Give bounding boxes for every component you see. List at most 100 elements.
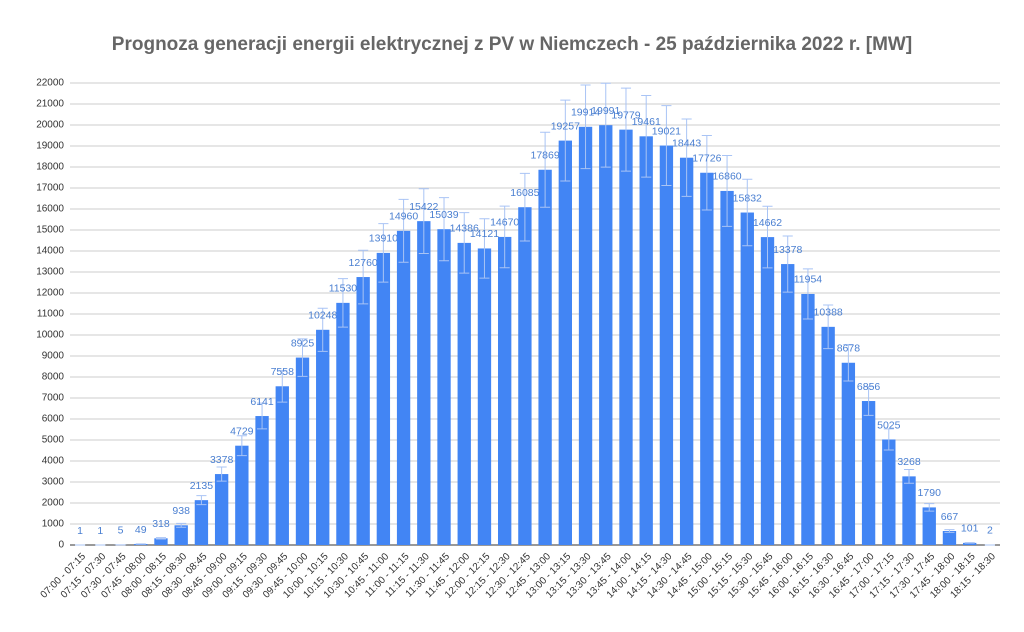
value-label: 3268 (897, 456, 921, 468)
bar (801, 293, 815, 545)
value-label: 5025 (877, 419, 901, 431)
error-bar (317, 307, 328, 352)
error-bar (418, 188, 429, 255)
y-tick-label: 11000 (37, 309, 65, 320)
value-label: 14960 (389, 211, 418, 223)
value-label: 8678 (837, 343, 861, 355)
bar (942, 530, 957, 545)
error-bar (580, 84, 591, 170)
bar (295, 357, 310, 545)
value-label: 15039 (429, 209, 458, 221)
value-label: 3378 (210, 454, 234, 466)
value-label: 13378 (773, 244, 802, 256)
value-label: 1 (77, 525, 83, 537)
bar (841, 362, 856, 545)
y-tick-label: 14000 (36, 246, 64, 257)
y-tick-label: 4000 (42, 456, 65, 467)
value-label: 6141 (250, 396, 274, 408)
y-tick-label: 16000 (36, 204, 64, 215)
bar (619, 129, 633, 546)
value-label: 6856 (857, 381, 881, 393)
value-label: 11954 (794, 274, 823, 286)
y-tick-label: 22000 (36, 78, 64, 89)
bar (882, 439, 896, 545)
value-label: 17726 (692, 153, 721, 165)
y-tick-label: 6000 (42, 414, 65, 425)
error-bar (438, 197, 450, 262)
bar (760, 237, 775, 545)
value-label: 19461 (632, 116, 661, 128)
y-tick-label: 5000 (42, 435, 65, 446)
y-tick-label: 8000 (42, 372, 65, 383)
error-bar (681, 118, 692, 197)
error-bar (176, 522, 187, 528)
error-bar (722, 155, 733, 227)
bar (538, 169, 552, 545)
y-tick-label: 12000 (36, 288, 64, 299)
value-label: 49 (135, 524, 147, 536)
error-bar (883, 428, 894, 451)
bar (963, 542, 977, 545)
error-bar (924, 503, 935, 512)
value-label: 1790 (918, 487, 942, 499)
bar (477, 248, 492, 546)
bar (599, 125, 613, 546)
bar (235, 445, 249, 545)
y-tick-label: 20000 (36, 120, 64, 131)
error-bar (944, 529, 955, 533)
value-label: 19257 (551, 120, 580, 132)
bar (518, 207, 532, 545)
value-label: 12760 (349, 257, 378, 269)
bar (457, 242, 471, 546)
value-label: 19991 (591, 105, 620, 117)
error-bar (216, 466, 227, 482)
bar (740, 212, 754, 545)
value-label: 19021 (652, 125, 681, 137)
value-label: 10388 (814, 307, 843, 319)
bar (437, 229, 451, 545)
value-label: 1 (97, 525, 103, 537)
bar (720, 190, 734, 545)
error-bar (257, 402, 268, 430)
error-bar (540, 131, 551, 208)
bar (255, 416, 269, 545)
value-label: 15422 (409, 201, 438, 213)
y-tick-label: 18000 (36, 162, 64, 173)
bar (558, 140, 572, 545)
value-label: 17869 (531, 150, 560, 162)
bar (214, 474, 229, 545)
y-tick-label: 2000 (42, 498, 65, 509)
error-bar (701, 135, 712, 211)
value-label: 14670 (490, 217, 519, 229)
error-bar (823, 304, 834, 350)
value-label: 4729 (230, 425, 254, 437)
y-tick-label: 9000 (42, 351, 65, 362)
y-tick-label: 17000 (36, 183, 64, 194)
bar (174, 525, 188, 545)
error-bar (297, 338, 308, 377)
value-label: 19779 (611, 109, 640, 121)
error-bar (742, 178, 753, 247)
value-label: 14662 (753, 217, 782, 229)
value-label: 16860 (712, 171, 741, 183)
y-tick-label: 3000 (42, 477, 65, 488)
bar (821, 326, 835, 545)
bar (781, 264, 795, 545)
value-label: 19914 (571, 107, 600, 119)
value-label: 2135 (190, 480, 214, 492)
bar (154, 538, 168, 545)
value-label: 18443 (672, 137, 701, 149)
error-bar (843, 344, 854, 382)
error-bar (459, 212, 470, 274)
y-tick-label: 13000 (36, 267, 64, 278)
error-bar (782, 235, 793, 293)
y-tick-label: 1000 (42, 519, 65, 530)
error-bar (236, 435, 247, 457)
value-label: 938 (172, 505, 190, 517)
value-label: 16085 (510, 187, 539, 199)
error-bar (358, 249, 369, 305)
error-bar (155, 537, 167, 540)
bar (336, 302, 350, 545)
error-bar (519, 172, 530, 242)
error-bar (499, 205, 510, 269)
